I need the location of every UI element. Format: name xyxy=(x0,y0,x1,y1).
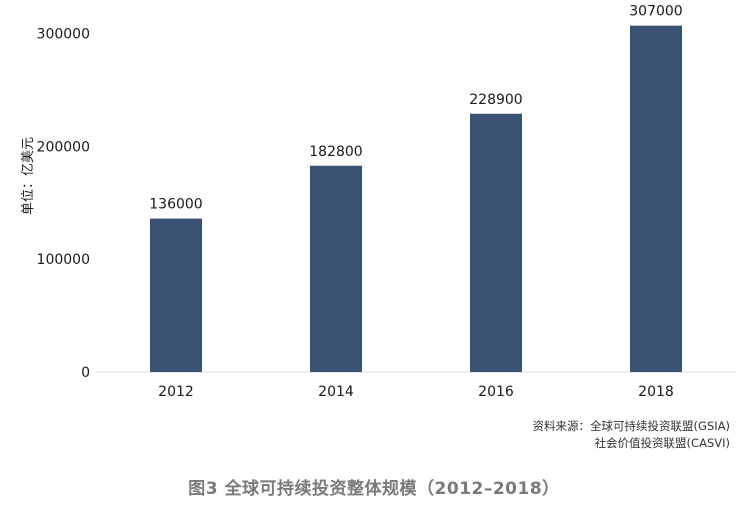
y-tick-label: 300000 xyxy=(37,27,90,43)
bar xyxy=(470,113,522,372)
x-tick-label: 2012 xyxy=(158,384,194,400)
x-tick-label: 2016 xyxy=(478,384,514,400)
data-label: 182800 xyxy=(309,144,362,160)
y-axis-ticks: 0 100000 200000 300000 xyxy=(37,27,90,381)
data-label: 228900 xyxy=(469,92,522,108)
bar xyxy=(310,165,362,372)
bar xyxy=(630,25,682,373)
bars: 136000 182800 228900 307000 xyxy=(149,4,683,373)
figure-caption: 图3 全球可持续投资整体规模（2012–2018） xyxy=(188,479,560,499)
x-tick-label: 2014 xyxy=(318,384,354,400)
x-tick-label: 2018 xyxy=(638,384,674,400)
y-tick-label: 200000 xyxy=(37,139,90,155)
data-label: 307000 xyxy=(629,4,682,20)
source-note-line1: 资料来源：全球可持续投资联盟(GSIA) xyxy=(532,419,730,433)
bar xyxy=(150,218,202,372)
x-axis-ticks: 2012 2014 2016 2018 xyxy=(158,384,674,400)
bar-chart: 0 100000 200000 300000 136000 182800 228900 30… xyxy=(21,4,736,400)
source-note-line2: 社会价值投资联盟(CASVI) xyxy=(594,436,730,450)
y-axis-label: 单位：亿美元 xyxy=(21,137,36,215)
data-label: 136000 xyxy=(149,197,202,213)
y-tick-label: 100000 xyxy=(37,252,90,268)
y-tick-label: 0 xyxy=(81,365,90,381)
